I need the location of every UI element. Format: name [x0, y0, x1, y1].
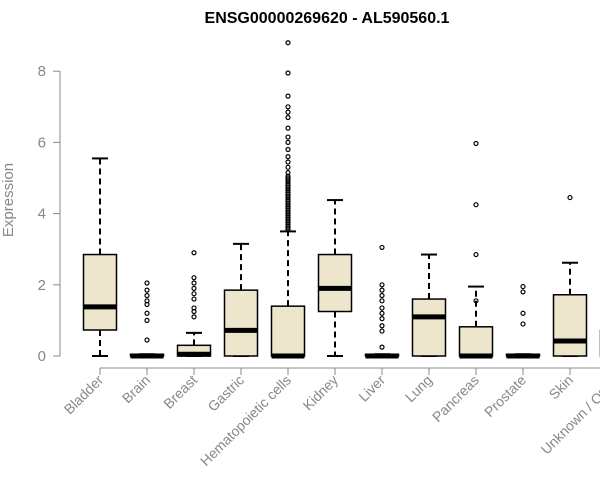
outlier-point [473, 140, 479, 147]
box-brain [129, 280, 165, 359]
outlier-point [379, 244, 385, 251]
y-tick-label: 2 [38, 277, 46, 294]
chart-title: ENSG00000269620 - AL590560.1 [205, 10, 450, 27]
box-prostate [505, 283, 541, 359]
outlier-point [379, 328, 385, 334]
outlier-point [379, 344, 385, 350]
outlier-point [285, 125, 291, 131]
category-label: Gastric [204, 372, 247, 415]
outlier-point [473, 298, 479, 304]
boxes [82, 40, 600, 359]
outlier-point [285, 154, 291, 160]
outlier-point [567, 194, 573, 201]
y-tick-label: 8 [38, 63, 46, 80]
outlier-point [285, 175, 291, 181]
outlier-point [144, 317, 150, 323]
outlier-point [285, 70, 291, 76]
outlier-point [285, 146, 291, 153]
outlier-point [520, 283, 526, 290]
outlier-point [520, 289, 526, 295]
y-tick-label: 4 [38, 206, 46, 223]
outlier-point [520, 310, 526, 316]
iqr-box [458, 326, 494, 357]
y-axis-label: Expression [0, 163, 17, 237]
outlier-point [520, 321, 526, 327]
y-tick-label: 0 [38, 348, 46, 365]
outlier-point [379, 310, 385, 316]
category-label: Kidney [300, 372, 342, 414]
outlier-point [191, 250, 197, 256]
iqr-box [270, 305, 306, 357]
outlier-point [379, 282, 385, 288]
outlier-point [144, 310, 150, 316]
box-skin [552, 194, 588, 357]
outlier-point [285, 170, 291, 176]
outlier-point [473, 202, 479, 208]
outlier-point [379, 305, 385, 311]
outlier-point [379, 287, 385, 293]
category-label: Lung [402, 372, 435, 405]
outlier-point [144, 298, 150, 304]
iqr-box [223, 289, 259, 357]
box-bladder [82, 157, 118, 357]
outlier-point [473, 251, 479, 258]
iqr-box [552, 294, 588, 357]
outlier-point [191, 291, 197, 297]
outlier-point [379, 323, 385, 329]
category-label: Prostate [481, 372, 529, 420]
iqr-box [317, 253, 353, 313]
category-label: Hematopoietic cells [197, 372, 294, 469]
outlier-point [379, 292, 385, 299]
outlier-point [144, 287, 150, 293]
outlier-point [144, 337, 150, 343]
outlier-point [285, 109, 291, 115]
outlier-point [191, 280, 197, 286]
outlier-point [285, 40, 291, 46]
category-label: Pancreas [429, 372, 482, 425]
outlier-point [285, 159, 291, 165]
box-liver [364, 244, 400, 359]
outlier-point [191, 305, 197, 311]
outlier-point [285, 164, 291, 170]
outlier-point [285, 114, 291, 121]
category-label: Brain [119, 372, 153, 406]
outlier-point [144, 292, 150, 299]
box-pancreas [458, 140, 494, 359]
outlier-point [379, 298, 385, 304]
outlier-point [144, 280, 150, 286]
outlier-point [285, 139, 291, 145]
box-hematopoietic-cells [270, 40, 306, 359]
category-label: Liver [355, 372, 388, 405]
outlier-point [191, 275, 197, 281]
outlier-point [191, 314, 197, 320]
outlier-point [285, 134, 291, 140]
iqr-box [82, 253, 118, 331]
box-kidney [317, 199, 353, 357]
y-axis: 0 2 4 6 8 [38, 63, 61, 365]
outlier-point [285, 104, 291, 110]
category-label: Skin [546, 372, 577, 403]
outlier-point [285, 93, 291, 99]
outlier-point [379, 316, 385, 322]
y-tick-label: 6 [38, 134, 46, 151]
category-label: Breast [160, 372, 200, 412]
outlier-point [191, 285, 197, 291]
iqr-box [411, 298, 447, 357]
category-label: Bladder [61, 372, 107, 418]
box-breast [176, 250, 212, 357]
box-gastric [223, 242, 259, 357]
outlier-point [191, 296, 197, 302]
box-lung [411, 253, 447, 357]
